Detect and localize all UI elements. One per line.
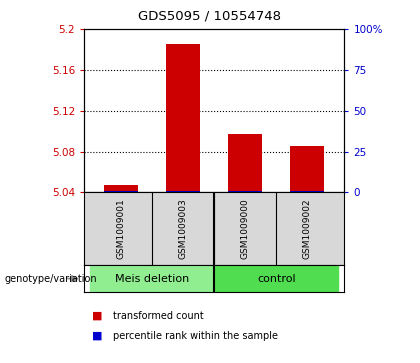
Bar (228, 191, 262, 192)
Text: GSM1009000: GSM1009000 (241, 198, 250, 259)
Text: transformed count: transformed count (113, 311, 204, 321)
Text: ■: ■ (92, 311, 103, 321)
Text: GDS5095 / 10554748: GDS5095 / 10554748 (139, 9, 281, 22)
Text: percentile rank within the sample: percentile rank within the sample (113, 331, 278, 341)
Text: GSM1009001: GSM1009001 (117, 198, 126, 259)
Bar (290, 191, 324, 192)
Text: ■: ■ (92, 331, 103, 341)
Bar (90, 265, 214, 292)
Text: control: control (257, 274, 296, 284)
Bar (104, 191, 138, 192)
Bar (166, 44, 200, 192)
Bar (166, 191, 200, 192)
Bar (214, 265, 338, 292)
Text: GSM1009002: GSM1009002 (303, 198, 312, 259)
Text: Meis deletion: Meis deletion (115, 274, 189, 284)
Bar (228, 134, 262, 192)
Bar (290, 146, 324, 192)
Text: genotype/variation: genotype/variation (4, 274, 97, 284)
Bar (104, 185, 138, 192)
Text: GSM1009003: GSM1009003 (178, 198, 188, 259)
